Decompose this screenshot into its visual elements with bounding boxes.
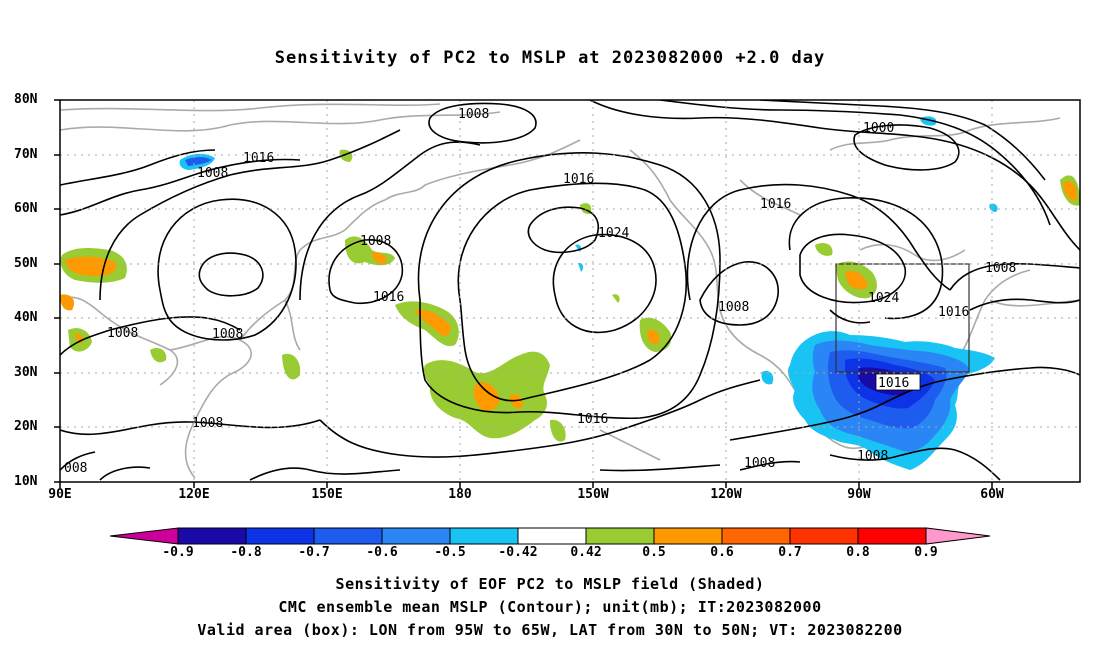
colorbar-swatch — [653, 527, 723, 545]
contour-label: 1024 — [598, 226, 629, 241]
axis-ticks — [54, 99, 993, 488]
lon-label: 120E — [178, 487, 210, 502]
contour-label: 1016 — [878, 376, 909, 391]
contour-label: 1016 — [938, 305, 969, 320]
contour-label: 1008 — [192, 416, 223, 431]
colorbar-swatch — [449, 527, 519, 545]
positive-sensitivity-patches — [60, 149, 1080, 442]
colorbar-swatch — [721, 527, 791, 545]
contour-label: 1008 — [744, 456, 775, 471]
lat-label: 70N — [14, 147, 38, 162]
colorbar-label: -0.9 — [162, 545, 194, 560]
lon-label: 120W — [710, 487, 742, 502]
contour-label: 1016 — [577, 412, 608, 427]
contour-labels: 1008 1016 1008 1000 1016 1016 1024 1008 … — [64, 107, 1016, 476]
contour-label: 1024 — [868, 291, 899, 306]
contour-label: 1008 — [360, 234, 391, 249]
colorbar-swatch — [789, 527, 859, 545]
colorbar-swatch — [177, 527, 247, 545]
colorbar-swatch — [381, 527, 451, 545]
lon-label: 180 — [448, 487, 472, 502]
graticule — [60, 100, 1080, 482]
caption-contour: CMC ensemble mean MSLP (Contour); unit(m… — [278, 598, 822, 616]
colorbar-label: -0.7 — [298, 545, 330, 560]
valid-area-box — [835, 263, 970, 373]
lat-label: 10N — [14, 474, 38, 489]
colorbar — [109, 527, 991, 545]
contour-label: 1016 — [760, 197, 791, 212]
colorbar-label: 0.8 — [846, 545, 870, 560]
lon-label: 90E — [48, 487, 72, 502]
colorbar-label: 0.6 — [710, 545, 734, 560]
contour-label: 1008 — [718, 300, 749, 315]
lat-label: 20N — [14, 419, 38, 434]
colorbar-swatch — [517, 527, 587, 545]
lat-label: 50N — [14, 256, 38, 271]
colorbar-label: 0.9 — [914, 545, 938, 560]
contour-label: 1008 — [107, 326, 138, 341]
colorbar-label: -0.5 — [434, 545, 466, 560]
lat-label: 30N — [14, 365, 38, 380]
lon-label: 150E — [311, 487, 343, 502]
lon-label: 150W — [577, 487, 609, 502]
map-title: Sensitivity of PC2 to MSLP at 2023082000… — [274, 48, 826, 68]
colorbar-high-arrow — [925, 527, 991, 545]
lat-label: 40N — [14, 310, 38, 325]
colorbar-label: -0.8 — [230, 545, 262, 560]
colorbar-swatch — [313, 527, 383, 545]
contour-label: 1016 — [563, 172, 594, 187]
contour-label: 1016 — [243, 151, 274, 166]
lon-label: 60W — [980, 487, 1004, 502]
colorbar-swatch — [585, 527, 655, 545]
contour-label: 1008 — [857, 449, 888, 464]
plot-frame — [59, 99, 1081, 483]
lat-label: 80N — [14, 92, 38, 107]
contour-label: 1016 — [373, 290, 404, 305]
contour-label: 1008 — [212, 327, 243, 342]
lat-label: 60N — [14, 201, 38, 216]
contour-label: 1000 — [863, 121, 894, 136]
lon-label: 90W — [847, 487, 871, 502]
colorbar-label: 0.42 — [570, 545, 602, 560]
caption-valid-area: Valid area (box): LON from 95W to 65W, L… — [197, 621, 903, 639]
colorbar-label: 0.7 — [778, 545, 802, 560]
colorbar-label: 0.5 — [642, 545, 666, 560]
colorbar-swatch — [245, 527, 315, 545]
contour-label: 1008 — [458, 107, 489, 122]
colorbar-label: -0.6 — [366, 545, 398, 560]
contour-label: 1008 — [197, 166, 228, 181]
colorbar-label: -0.42 — [498, 545, 538, 560]
colorbar-swatch — [857, 527, 927, 545]
colorbar-low-arrow — [109, 527, 179, 545]
map-plot-area: 1008 1016 1008 1000 1016 1016 1024 1008 … — [60, 100, 1080, 482]
contour-label: 008 — [64, 461, 87, 476]
contour-label: 1008 — [985, 261, 1016, 276]
caption-shaded: Sensitivity of EOF PC2 to MSLP field (Sh… — [335, 575, 765, 593]
